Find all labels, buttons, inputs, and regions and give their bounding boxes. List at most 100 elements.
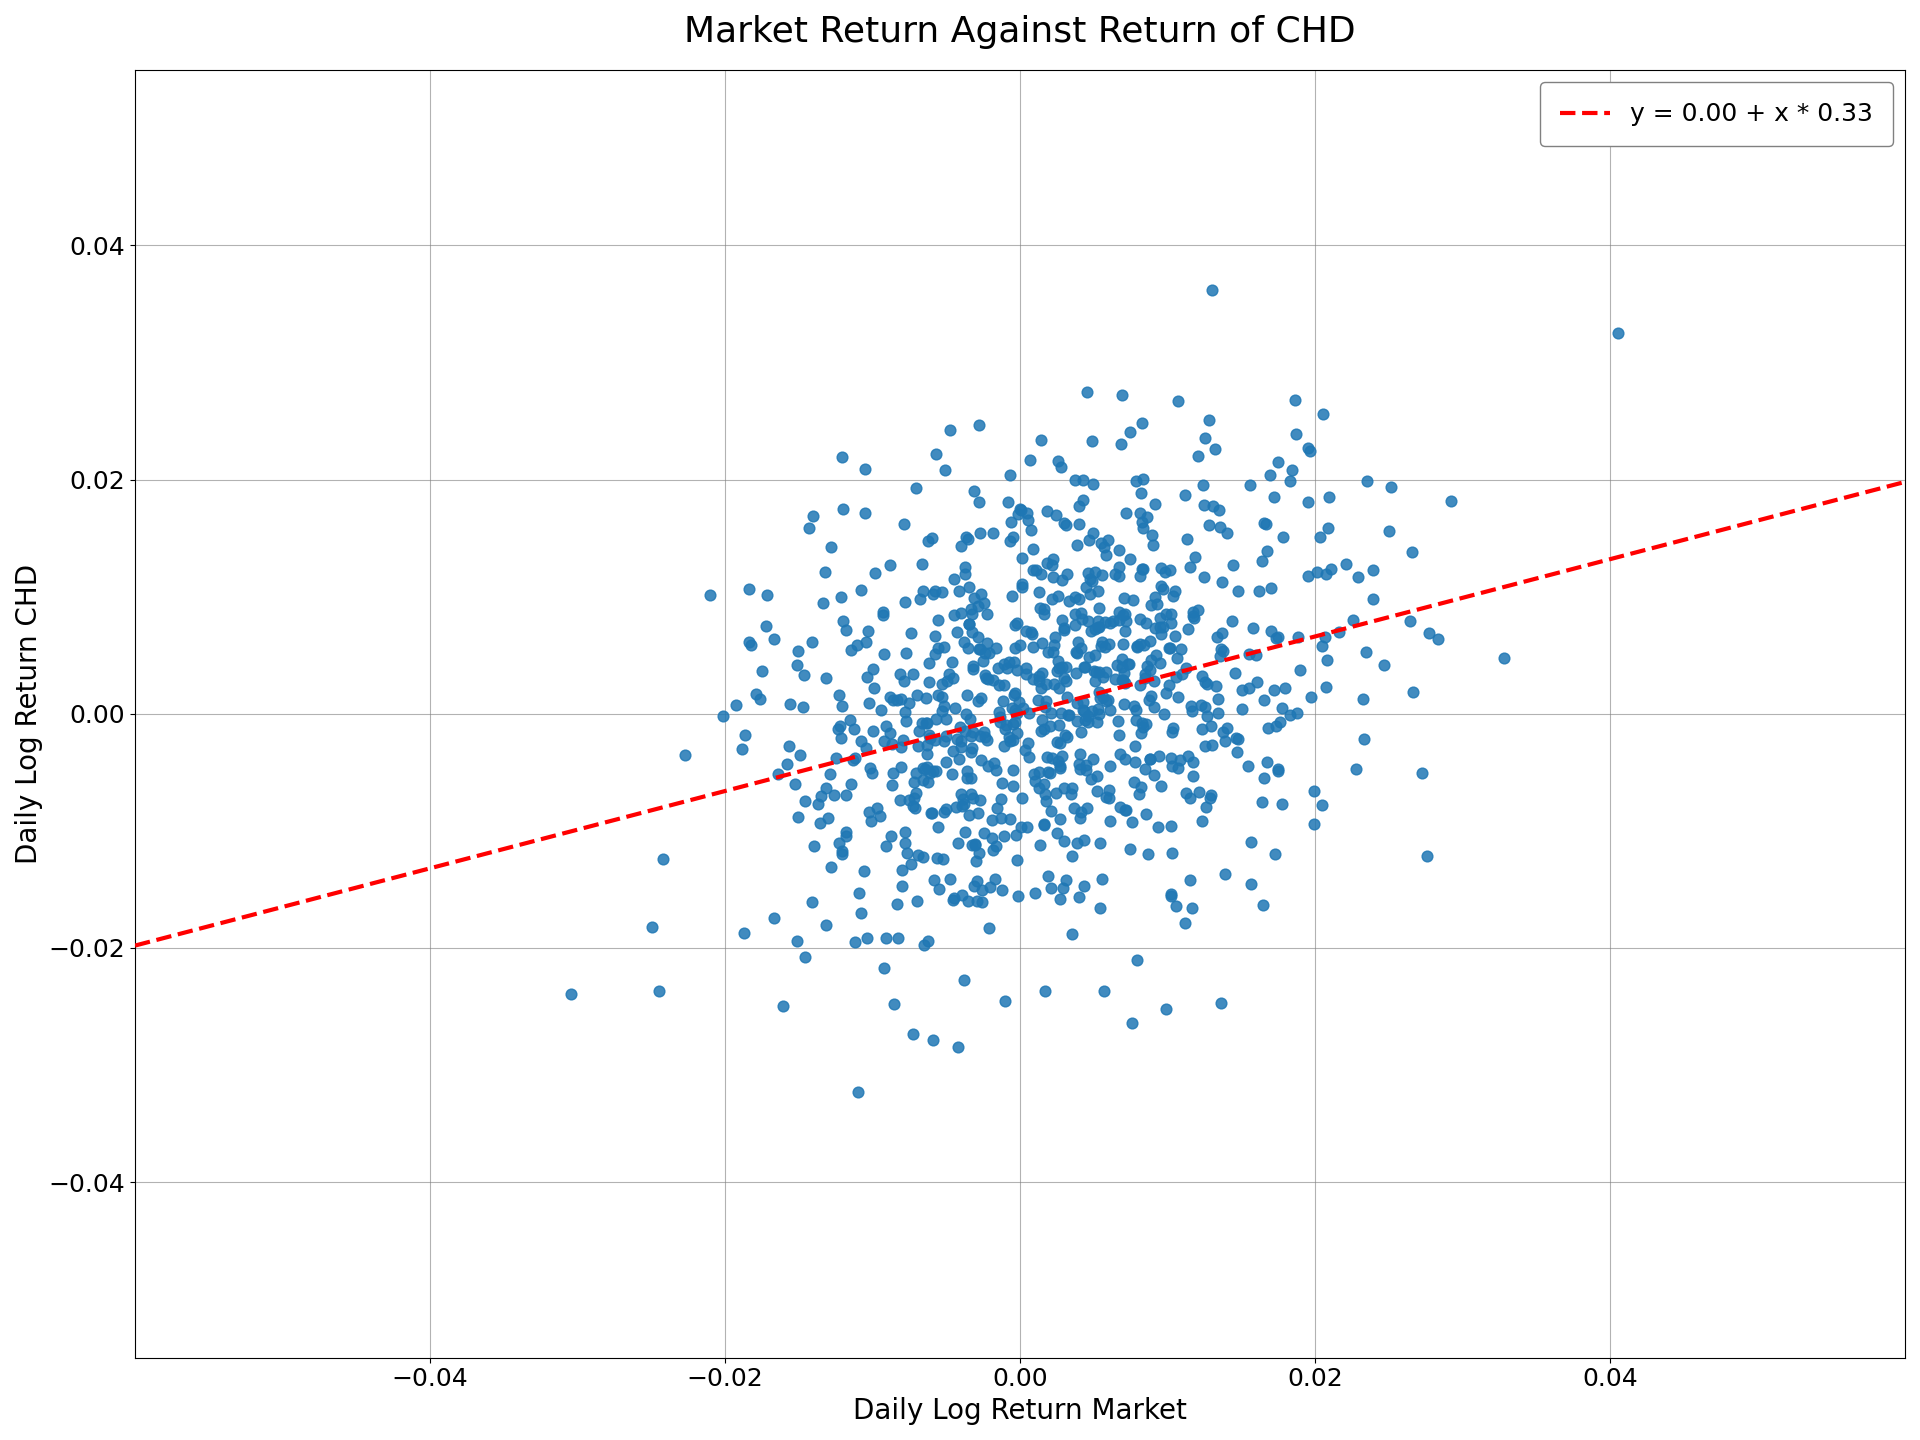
Point [1206, 645, 1236, 668]
Point [1039, 641, 1069, 664]
Point [1164, 749, 1194, 772]
Point [1260, 842, 1290, 865]
Point [914, 652, 945, 675]
Point [956, 768, 987, 791]
Point [1064, 588, 1094, 611]
Point [1156, 841, 1187, 864]
Point [1056, 776, 1087, 799]
Point [970, 726, 1000, 749]
Point [1150, 560, 1181, 583]
Point [1064, 513, 1094, 536]
Point [952, 766, 983, 789]
Point [1010, 739, 1041, 762]
Point [1048, 667, 1079, 690]
Point [1052, 704, 1083, 727]
Point [1331, 553, 1361, 576]
Point [1056, 844, 1087, 867]
Point [1261, 714, 1292, 737]
Point [1000, 681, 1031, 704]
Point [1177, 765, 1208, 788]
Point [939, 567, 970, 590]
Point [983, 701, 1014, 724]
Point [1043, 449, 1073, 472]
Point [922, 847, 952, 870]
Point [1171, 657, 1202, 680]
Point [1083, 615, 1114, 638]
Point [1137, 534, 1167, 557]
Point [1269, 677, 1300, 700]
Point [1212, 521, 1242, 544]
Point [939, 667, 970, 690]
Point [1206, 570, 1236, 593]
Point [1108, 586, 1139, 609]
Point [979, 752, 1010, 775]
Point [557, 982, 588, 1005]
Point [929, 636, 960, 660]
Point [1048, 829, 1079, 852]
Point [935, 419, 966, 442]
Point [941, 796, 972, 819]
Point [1037, 799, 1068, 822]
Point [1348, 687, 1379, 710]
Point [1081, 765, 1112, 788]
Point [981, 834, 1012, 857]
Point [1039, 634, 1069, 657]
Point [1160, 624, 1190, 647]
Point [945, 716, 975, 739]
Point [1077, 429, 1108, 452]
Point [1221, 740, 1252, 763]
Point [956, 782, 987, 805]
Point [989, 674, 1020, 697]
Point [985, 711, 1016, 734]
Point [824, 831, 854, 854]
Point [1137, 524, 1167, 547]
Point [920, 625, 950, 648]
Point [1073, 582, 1104, 605]
Point [1073, 645, 1104, 668]
Point [918, 760, 948, 783]
Point [1267, 792, 1298, 815]
Point [797, 504, 828, 527]
Point [1091, 661, 1121, 684]
Point [1064, 886, 1094, 909]
Point [885, 788, 916, 811]
Point [912, 770, 943, 793]
Point [877, 688, 908, 711]
Point [931, 670, 962, 693]
Point [968, 720, 998, 743]
Point [1210, 730, 1240, 753]
Point [1016, 621, 1046, 644]
Point [1077, 747, 1108, 770]
Point [989, 825, 1020, 848]
Point [1135, 747, 1165, 770]
Point [1135, 593, 1165, 616]
Point [996, 729, 1027, 752]
Point [918, 868, 948, 891]
Point [1100, 667, 1131, 690]
Point [906, 711, 937, 734]
Point [647, 848, 678, 871]
Point [964, 789, 995, 812]
Point [1235, 474, 1265, 497]
Point [1106, 648, 1137, 671]
Point [1125, 564, 1156, 588]
Point [1204, 498, 1235, 521]
Point [989, 717, 1020, 740]
Point [1294, 439, 1325, 462]
Point [1039, 672, 1069, 696]
Point [1027, 631, 1058, 654]
Point [776, 693, 806, 716]
Point [916, 726, 947, 749]
Point [1342, 566, 1373, 589]
Point [887, 858, 918, 881]
Point [1154, 559, 1185, 582]
Point [1031, 690, 1062, 713]
Point [1029, 814, 1060, 837]
Point [950, 759, 981, 782]
Point [966, 724, 996, 747]
Point [1196, 278, 1227, 301]
Point [943, 1035, 973, 1058]
Point [1110, 619, 1140, 642]
Point [918, 1028, 948, 1051]
Point [868, 600, 899, 624]
